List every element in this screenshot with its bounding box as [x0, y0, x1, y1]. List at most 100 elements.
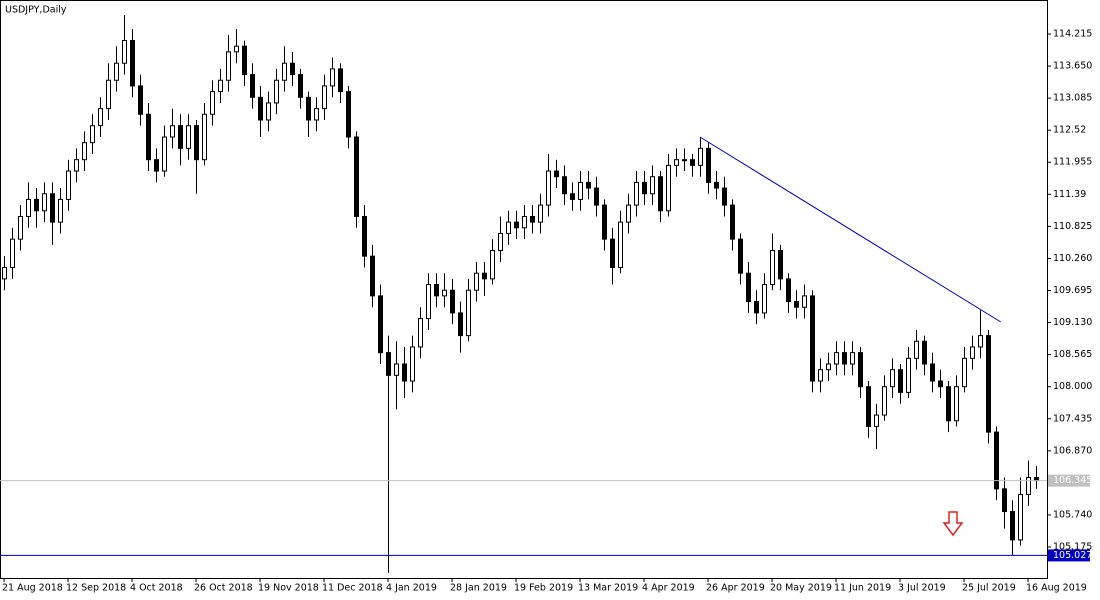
- candle-body: [202, 113, 207, 161]
- x-tick-label: 21 Aug 2018: [2, 583, 63, 594]
- candle-body: [354, 136, 359, 217]
- y-tick-label: 113.650: [1053, 61, 1092, 72]
- candle-body: [130, 40, 135, 87]
- x-tick-label: 11 Dec 2018: [322, 583, 383, 594]
- candle-body: [282, 62, 287, 81]
- candle-body: [762, 284, 767, 314]
- x-tick-label: 4 Jan 2019: [386, 583, 437, 594]
- candle-body: [698, 147, 703, 166]
- candle-body: [754, 301, 759, 314]
- candle-body: [186, 125, 191, 149]
- candle-body: [674, 159, 679, 166]
- y-tick-label: 109.130: [1053, 317, 1092, 328]
- sell-arrow: [942, 511, 964, 537]
- candle-body: [938, 380, 943, 388]
- candle-body: [786, 278, 791, 303]
- candle-body: [826, 363, 831, 371]
- candle-body: [242, 45, 247, 76]
- candle-body: [634, 181, 639, 206]
- candle-body: [802, 295, 807, 308]
- candle-body: [882, 386, 887, 416]
- candle-body: [210, 91, 215, 115]
- candle-body: [650, 176, 655, 195]
- candle-body: [58, 198, 63, 223]
- candle-body: [434, 284, 439, 297]
- y-tick-label: 112.52: [1053, 125, 1086, 136]
- x-tick-label: 13 Mar 2019: [578, 583, 638, 594]
- x-tick-label: 4 Oct 2018: [130, 583, 183, 594]
- y-tick-label: 110.260: [1053, 253, 1092, 264]
- candle-body: [994, 431, 999, 490]
- candle-body: [410, 346, 415, 382]
- candle-body: [834, 352, 839, 365]
- candle-body: [306, 96, 311, 121]
- candle-body: [290, 62, 295, 76]
- price-label-box: [1048, 474, 1090, 487]
- x-tick-label: 28 Jan 2019: [450, 583, 507, 594]
- candle-body: [818, 369, 823, 382]
- candle-body: [106, 79, 111, 110]
- candle-body: [298, 74, 303, 98]
- candle-body: [474, 272, 479, 291]
- y-tick-label: 114.215: [1053, 28, 1092, 39]
- candle-body: [530, 215, 535, 223]
- y-tick-label: 108.565: [1053, 349, 1092, 360]
- x-tick-label: 20 May 2019: [770, 583, 832, 594]
- candle-body: [450, 289, 455, 314]
- y-tick-label: 111.39: [1053, 189, 1086, 200]
- candle-body: [226, 51, 231, 81]
- candle-body: [1010, 511, 1015, 541]
- candle-body: [922, 340, 927, 365]
- candle-body: [122, 40, 127, 64]
- candle-body: [594, 187, 599, 206]
- price-label: 105.027: [1053, 550, 1092, 561]
- candle-body: [490, 249, 495, 280]
- candle-body: [1026, 476, 1031, 496]
- candle-body: [554, 170, 559, 178]
- x-tick-label: 11 Jun 2019: [834, 583, 891, 594]
- candle-body: [274, 79, 279, 104]
- candle-body: [1018, 494, 1023, 541]
- candle-body: [314, 108, 319, 121]
- candle-body: [794, 301, 799, 308]
- candle-body: [234, 45, 239, 53]
- x-tick-label: 3 Jul 2019: [898, 583, 946, 594]
- candle-body: [394, 363, 399, 376]
- candle-body: [602, 204, 607, 240]
- candle-body: [658, 176, 663, 212]
- chart-title: USDJPY,Daily: [5, 5, 67, 16]
- candle-body: [378, 295, 383, 354]
- candle-body: [706, 147, 711, 183]
- candle-body: [418, 318, 423, 348]
- y-tick-label: 111.955: [1053, 157, 1092, 168]
- candle-body: [498, 232, 503, 251]
- y-tick-label: 109.695: [1053, 285, 1092, 296]
- candle-body: [162, 136, 167, 172]
- candle-body: [642, 181, 647, 195]
- candle-body: [850, 352, 855, 365]
- candle-body: [562, 176, 567, 195]
- candle-body: [338, 68, 343, 93]
- x-tick-label: 19 Feb 2019: [514, 583, 573, 594]
- y-tick-label: 106.870: [1053, 445, 1092, 456]
- candle-body: [578, 181, 583, 200]
- candle-body: [98, 108, 103, 127]
- candle-body: [626, 204, 631, 223]
- candle-body: [954, 386, 959, 422]
- y-tick-label: 107.435: [1053, 413, 1092, 424]
- candle-body: [906, 357, 911, 393]
- candle-body: [26, 198, 31, 217]
- candle-body: [738, 238, 743, 274]
- candle-body: [946, 386, 951, 422]
- candle-body: [682, 159, 687, 162]
- candle-body: [930, 363, 935, 382]
- candle-body: [610, 238, 615, 269]
- candle-body: [346, 91, 351, 138]
- candle-body: [978, 335, 983, 348]
- candle-body: [570, 193, 575, 200]
- y-tick-label: 110.825: [1053, 221, 1092, 232]
- candle-body: [714, 181, 719, 189]
- candle-body: [618, 221, 623, 269]
- y-tick-label: 105.175: [1053, 542, 1092, 553]
- candle-body: [730, 204, 735, 240]
